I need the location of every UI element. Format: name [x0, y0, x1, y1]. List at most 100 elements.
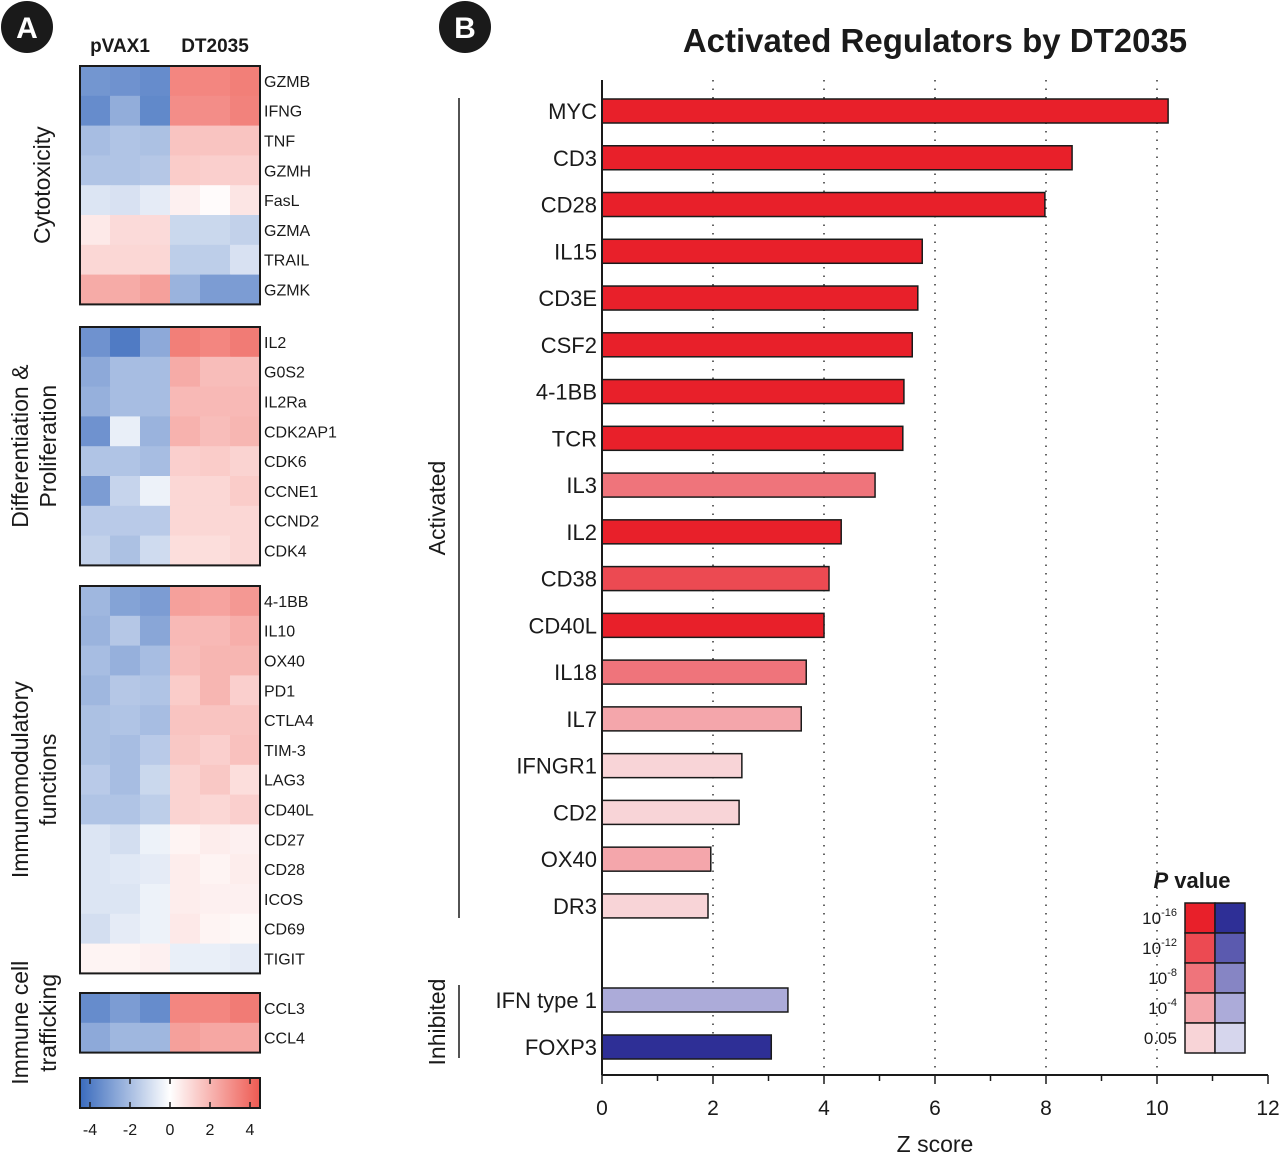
heatmap-cell	[170, 735, 201, 766]
heatmap-cell	[230, 95, 261, 127]
bar	[601, 98, 1169, 124]
heatmap-cell	[80, 615, 111, 647]
heatmap-cell	[200, 446, 231, 477]
colorbar-tick-label: -2	[123, 1122, 137, 1139]
heatmap-cell	[230, 824, 261, 855]
heatmap-cell	[230, 505, 261, 537]
heatmap-cell	[140, 416, 171, 447]
heatmap-cell	[230, 993, 261, 1024]
gene-label: CCL3	[264, 1001, 305, 1018]
legend-level-exponent: -16	[1161, 907, 1177, 919]
heatmap-cell	[230, 185, 261, 216]
heatmap-cell	[80, 764, 111, 796]
bar	[601, 565, 830, 592]
heatmap-cell	[80, 356, 111, 388]
gene-label: ICOS	[264, 892, 303, 909]
bar-label: DR3	[553, 894, 597, 919]
heatmap-cell	[170, 993, 201, 1024]
gene-label: CCNE1	[264, 484, 318, 501]
heatmap-cell	[140, 327, 171, 358]
heatmap-cell	[110, 615, 141, 647]
heatmap-cell	[170, 1022, 201, 1054]
heatmap-cell	[170, 125, 201, 156]
heatmap-cell	[140, 645, 171, 676]
heatmap-cell	[140, 943, 171, 974]
heatmap-cell	[80, 943, 111, 974]
bar-label: CD3	[553, 146, 597, 171]
legend-level-label: 0.05	[1144, 1029, 1177, 1048]
heatmap-cell	[80, 327, 111, 358]
bar-group: MYC CD3 CD28 IL15 CD3E CSF2 4-1BB TCR IL3 IL2 CD38…	[424, 98, 1169, 919]
gene-label: GZMB	[264, 74, 310, 91]
heatmap-cell	[140, 764, 171, 796]
heatmap-cell	[200, 185, 231, 216]
heatmap-cell	[200, 1022, 231, 1054]
bar-label: CD40L	[529, 613, 597, 638]
legend-level-exponent: -8	[1167, 967, 1177, 979]
heatmap-cell	[200, 244, 231, 276]
gene-label: 4-1BB	[264, 594, 308, 611]
heatmap-cell	[200, 913, 231, 945]
gene-label: FasL	[264, 193, 300, 210]
colorbar-tick-label: -4	[83, 1122, 97, 1139]
colorbar-tick-label: 4	[246, 1122, 255, 1139]
heatmap-cell	[170, 705, 201, 736]
heatmap-cell	[200, 327, 231, 358]
bar-label: IFNGR1	[516, 754, 597, 779]
colorbar: -4 -2 0 2 4	[79, 1077, 261, 1139]
heatmap-group-border	[79, 585, 261, 975]
bar	[601, 893, 709, 919]
heatmap-cell	[110, 586, 141, 617]
heatmap-cell	[110, 824, 141, 855]
heatmap-cell	[110, 155, 141, 186]
heatmap-cell	[230, 327, 261, 358]
column-group-label: pVAX1	[90, 36, 150, 57]
heatmap-cell	[140, 476, 171, 507]
heatmap-cell	[200, 993, 231, 1024]
heatmap-cell	[110, 505, 141, 537]
legend-swatch-activated	[1184, 992, 1216, 1024]
heatmap-cell	[80, 446, 111, 477]
heatmap-cell	[230, 645, 261, 676]
heatmap-cell	[80, 505, 111, 537]
heatmap-cell	[140, 356, 171, 388]
heatmap-cell	[230, 476, 261, 507]
gene-label: PD1	[264, 683, 295, 700]
gene-label: CD28	[264, 862, 305, 879]
heatmap-cell	[140, 884, 171, 915]
heatmap-cell	[200, 764, 231, 796]
legend-title: P value	[1153, 868, 1230, 893]
heatmap-cell	[230, 274, 261, 305]
legend-level-label: 10-12	[1142, 937, 1177, 958]
heatmap-cell	[230, 735, 261, 766]
heatmap-cell	[110, 476, 141, 507]
heatmap-cell	[200, 854, 231, 885]
gene-label: CD69	[264, 922, 305, 939]
heatmap-cell	[80, 884, 111, 915]
heatmap-cell	[110, 735, 141, 766]
heatmap-cell	[200, 95, 231, 127]
heatmap-cell	[170, 615, 201, 647]
group-label: Inhibited	[424, 979, 450, 1066]
bar-group: IFN type 1 FOXP3 Inhibited	[424, 979, 789, 1066]
heatmap-cell	[170, 66, 201, 97]
legend-swatch-activated	[1184, 932, 1216, 964]
gene-label: CDK6	[264, 454, 307, 471]
heatmap-cell	[170, 155, 201, 186]
bar-label: IL3	[566, 473, 597, 498]
heatmap-cell	[140, 913, 171, 945]
heatmap-cell	[200, 645, 231, 676]
heatmap-cell	[140, 675, 171, 706]
heatmap-cell	[200, 416, 231, 447]
gene-label: CD40L	[264, 803, 314, 820]
heatmap-cell	[170, 185, 201, 216]
heatmap-cell	[110, 215, 141, 246]
heatmap-cell	[80, 794, 111, 825]
x-tick-label: 6	[929, 1097, 941, 1120]
gene-label: LAG3	[264, 773, 305, 790]
heatmap-cell	[80, 586, 111, 617]
heatmap-cell	[230, 386, 261, 417]
heatmap-cell	[170, 675, 201, 706]
legend-title-rest: value	[1168, 868, 1230, 893]
gene-label: CDK2AP1	[264, 424, 337, 441]
